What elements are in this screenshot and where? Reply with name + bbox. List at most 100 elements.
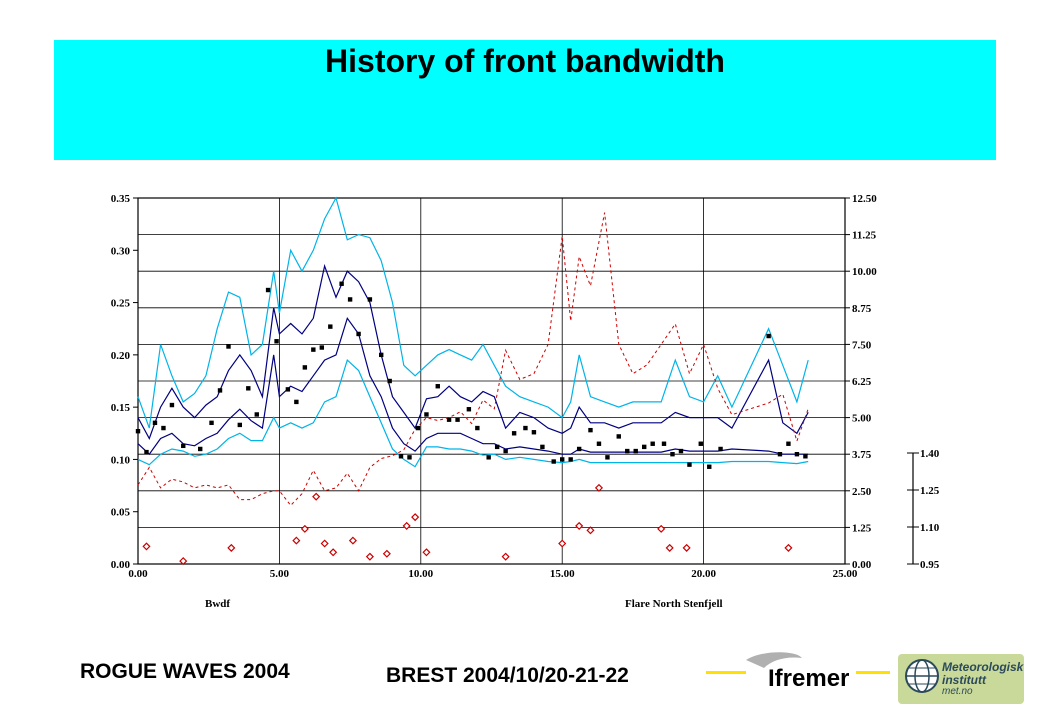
black-marker <box>551 459 556 464</box>
y-right-tick-label: 5.00 <box>852 413 872 425</box>
y-right-tick-label: 3.75 <box>852 449 872 461</box>
black-marker <box>319 345 325 350</box>
red-marker <box>348 536 357 545</box>
black-marker <box>625 448 630 454</box>
black-marker <box>511 431 517 436</box>
y-right-tick-label: 8.75 <box>852 303 872 315</box>
red-marker <box>402 521 411 530</box>
met-logo: Meteorologisk institutt met.no <box>898 654 1024 704</box>
black-marker <box>226 344 231 349</box>
red-marker <box>501 552 510 561</box>
red-marker <box>558 539 567 548</box>
x-tick-label: 10.00 <box>408 568 433 580</box>
black-marker <box>766 333 771 339</box>
black-marker <box>285 387 291 392</box>
black-marker <box>237 422 243 428</box>
black-marker <box>356 331 361 337</box>
red-marker <box>411 513 420 522</box>
black-marker <box>486 455 491 460</box>
series-line-inner-band-lower <box>137 316 809 456</box>
series-line-outer-band-lower <box>137 359 809 468</box>
black-marker <box>494 444 500 450</box>
red-marker <box>329 548 338 557</box>
ifremer-wave-icon <box>746 652 802 668</box>
red-marker <box>665 543 674 552</box>
black-marker <box>152 420 158 426</box>
black-marker <box>786 441 791 446</box>
footer-location-date: BREST 2004/10/20-21-22 <box>386 664 629 687</box>
red-marker <box>142 542 151 551</box>
y-right-tick-label: 11.25 <box>852 230 877 242</box>
black-marker <box>531 430 537 435</box>
black-marker <box>407 455 412 460</box>
black-marker <box>209 420 214 426</box>
footer-event: ROGUE WAVES 2004 <box>80 660 290 683</box>
y-right-tick-label: 10.00 <box>852 266 877 278</box>
y-left-tick-label: 0.20 <box>111 350 131 362</box>
y-right-tick-label: 7.50 <box>852 339 872 351</box>
met-name-line3: met.no <box>942 686 973 697</box>
black-marker <box>169 402 175 408</box>
black-marker <box>777 452 783 457</box>
series-line-outer-band-upper <box>137 196 809 429</box>
black-marker <box>670 452 675 457</box>
black-marker <box>274 339 279 344</box>
red-marker <box>365 552 374 561</box>
red-marker <box>300 524 309 533</box>
black-marker <box>794 452 800 457</box>
x-axis-label-right: Flare North Stenfjell <box>625 598 723 610</box>
met-name-line1: Meteorologisk <box>942 660 1024 674</box>
black-marker <box>217 388 223 393</box>
black-marker <box>144 449 149 455</box>
black-marker <box>198 446 203 452</box>
black-marker <box>181 443 186 449</box>
red-marker <box>657 524 666 533</box>
black-marker <box>339 281 344 286</box>
black-marker <box>678 448 684 454</box>
black-marker <box>302 365 308 370</box>
black-marker <box>328 324 333 329</box>
black-marker <box>265 287 271 293</box>
black-marker <box>568 457 573 462</box>
black-marker <box>475 425 480 431</box>
black-marker <box>387 378 392 384</box>
y-right2-tick-label: 1.25 <box>920 485 940 497</box>
black-marker <box>633 448 638 454</box>
black-marker <box>540 444 545 450</box>
y-left-tick-label: 0.35 <box>111 193 131 205</box>
black-marker <box>698 441 703 446</box>
y-left-tick-label: 0.15 <box>111 402 131 414</box>
black-marker <box>254 412 259 417</box>
black-marker <box>605 455 610 460</box>
globe-icon <box>905 659 939 693</box>
black-marker <box>294 399 299 405</box>
x-tick-label: 5.00 <box>270 568 290 580</box>
black-marker <box>379 352 384 358</box>
black-marker <box>616 434 621 439</box>
black-marker <box>588 427 593 433</box>
red-marker <box>422 548 431 557</box>
black-marker <box>718 446 723 452</box>
black-marker <box>446 417 452 422</box>
black-marker <box>687 462 692 467</box>
y-right-tick-label: 6.25 <box>852 376 872 388</box>
y-right2-tick-label: 1.10 <box>920 522 940 534</box>
black-marker <box>161 425 166 431</box>
black-marker <box>596 441 602 446</box>
x-axis-label-left: Bwdf <box>205 598 230 610</box>
slide-title: History of front bandwidth <box>325 43 725 79</box>
black-marker <box>707 464 712 469</box>
black-marker <box>560 457 565 462</box>
red-marker <box>784 543 793 552</box>
y-right-tick-label: 1.25 <box>852 522 872 534</box>
series-line-inner-band-upper <box>137 263 809 440</box>
red-marker <box>586 526 595 535</box>
red-marker <box>594 483 604 492</box>
black-marker <box>455 417 460 422</box>
black-marker <box>576 446 582 452</box>
black-marker <box>311 347 316 352</box>
black-marker <box>523 425 528 431</box>
black-marker <box>246 386 251 391</box>
black-marker <box>135 428 141 434</box>
x-tick-label: 20.00 <box>691 568 716 580</box>
